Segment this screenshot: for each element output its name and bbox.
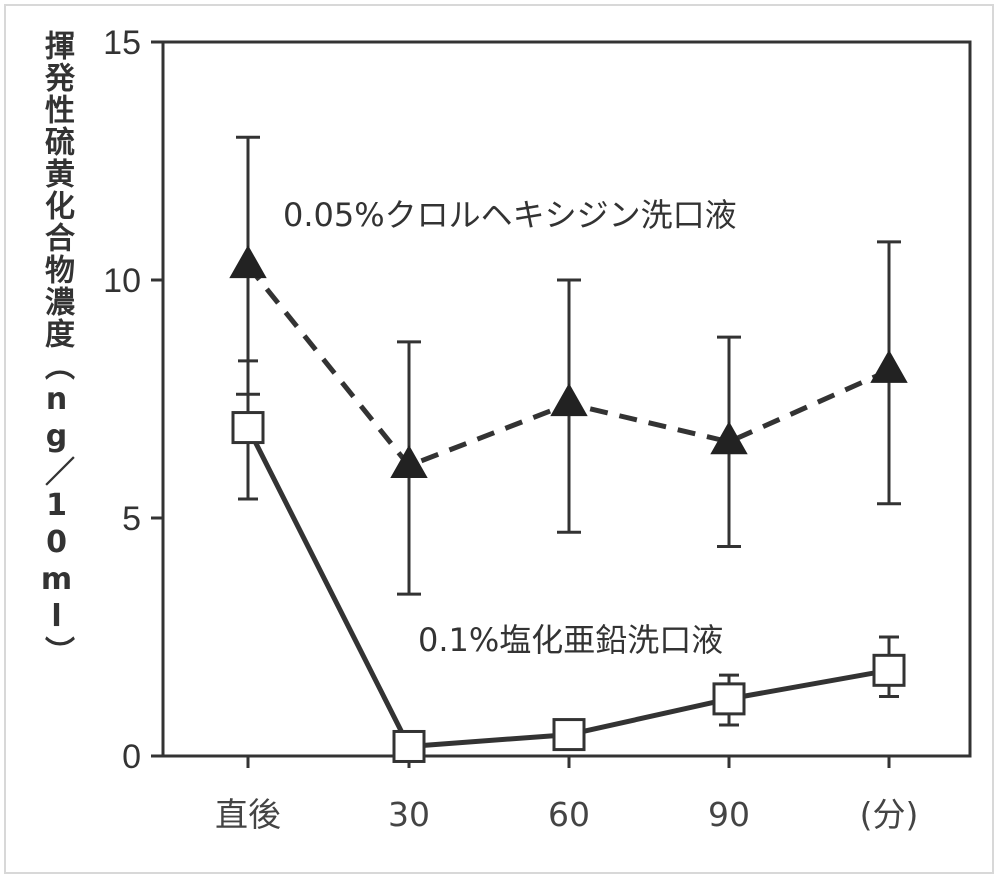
triangle-marker [229, 245, 267, 279]
y-tick-label: 10 [103, 262, 141, 300]
x-tick-label: 直後 [215, 795, 281, 834]
y-tick-label: 5 [122, 500, 141, 538]
square-marker [872, 653, 906, 687]
square-marker [231, 411, 265, 445]
x-axis-ticks: 直後 30 60 90 (分) [215, 756, 918, 834]
square-marker [712, 682, 746, 716]
y-tick-label: 15 [103, 24, 141, 62]
square-marker [552, 718, 586, 752]
annotations: 0.05%クロルヘキシジン洗口液 0.1%塩化亜鉛洗口液 [283, 196, 737, 659]
square-marker [392, 729, 426, 763]
x-tick-label: (分) [860, 795, 919, 834]
y-axis-ticks: 0 5 10 15 [103, 24, 163, 776]
annotation-chlorhexidine: 0.05%クロルヘキシジン洗口液 [283, 196, 737, 234]
triangle-marker [870, 349, 908, 383]
triangle-marker [710, 421, 748, 455]
annotation-zinc: 0.1%塩化亜鉛洗口液 [418, 621, 723, 659]
image-frame [4, 4, 994, 874]
series-markers [229, 245, 908, 763]
x-tick-label: 90 [708, 795, 750, 834]
triangle-marker [550, 383, 588, 417]
triangle-marker [390, 445, 428, 479]
y-tick-label: 0 [122, 738, 141, 776]
plot-area [161, 40, 972, 758]
x-tick-label: 60 [548, 795, 590, 834]
y-axis-label: 揮発性硫黄化合物濃度（ng／10ml） [39, 30, 74, 668]
x-tick-label: 30 [388, 795, 430, 834]
